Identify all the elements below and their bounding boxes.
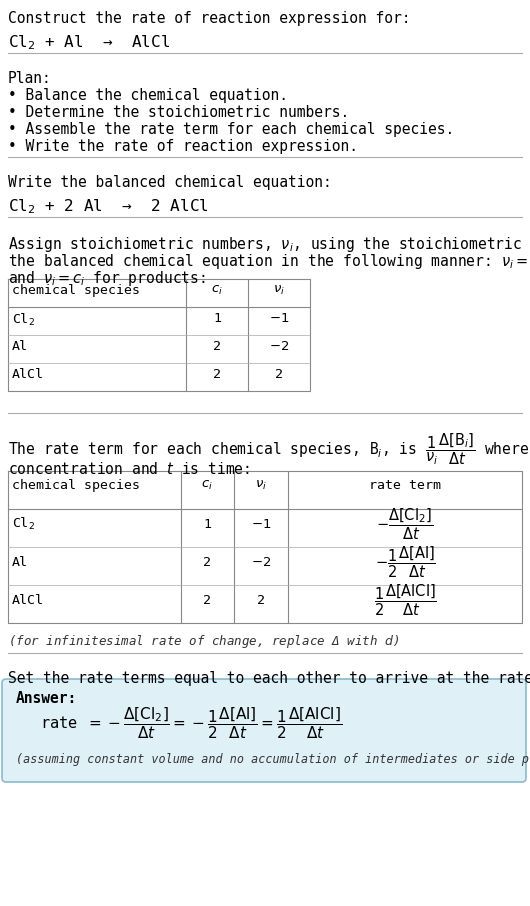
Text: Plan:: Plan: [8, 71, 52, 86]
Text: Assign stoichiometric numbers, $\nu_i$, using the stoichiometric coefficients, $: Assign stoichiometric numbers, $\nu_i$, … [8, 235, 530, 254]
Text: AlCl: AlCl [12, 593, 44, 606]
Text: $c_i$: $c_i$ [201, 479, 213, 492]
Text: 1: 1 [213, 312, 221, 325]
Text: $\nu_i$: $\nu_i$ [255, 479, 267, 492]
Text: Set the rate terms equal to each other to arrive at the rate expression:: Set the rate terms equal to each other t… [8, 671, 530, 686]
Text: and $\nu_i = c_i$ for products:: and $\nu_i = c_i$ for products: [8, 269, 206, 288]
Text: $-1$: $-1$ [269, 312, 289, 325]
Text: • Assemble the rate term for each chemical species.: • Assemble the rate term for each chemic… [8, 122, 454, 137]
Text: rate $= -\dfrac{\Delta[\mathrm{Cl_2}]}{\Delta t} = -\dfrac{1}{2}\dfrac{\Delta[\m: rate $= -\dfrac{\Delta[\mathrm{Cl_2}]}{\… [40, 705, 342, 741]
Text: Cl$_2$ + Al  →  AlCl: Cl$_2$ + Al → AlCl [8, 33, 170, 52]
Text: 2: 2 [213, 340, 221, 353]
Text: 2: 2 [213, 368, 221, 381]
Text: Answer:: Answer: [16, 691, 77, 706]
Text: Cl$_2$: Cl$_2$ [12, 312, 35, 328]
Text: The rate term for each chemical species, B$_i$, is $\dfrac{1}{\nu_i}\dfrac{\Delt: The rate term for each chemical species,… [8, 431, 530, 467]
Text: $-2$: $-2$ [251, 555, 271, 568]
Text: Al: Al [12, 340, 28, 353]
Text: chemical species: chemical species [12, 284, 140, 297]
Text: Al: Al [12, 555, 28, 568]
Text: AlCl: AlCl [12, 368, 44, 381]
Text: 2: 2 [257, 593, 265, 606]
Text: Cl$_2$: Cl$_2$ [12, 516, 35, 532]
Text: • Balance the chemical equation.: • Balance the chemical equation. [8, 88, 288, 103]
Text: concentration and $t$ is time:: concentration and $t$ is time: [8, 461, 250, 477]
Text: chemical species: chemical species [12, 479, 140, 492]
Text: Cl$_2$ + 2 Al  →  2 AlCl: Cl$_2$ + 2 Al → 2 AlCl [8, 197, 209, 216]
Text: 2: 2 [203, 593, 211, 606]
Text: (for infinitesimal rate of change, replace Δ with $d$): (for infinitesimal rate of change, repla… [8, 633, 399, 650]
Text: rate term: rate term [369, 479, 441, 492]
Text: $-\dfrac{1}{2}\dfrac{\Delta[\mathrm{Al}]}{\Delta t}$: $-\dfrac{1}{2}\dfrac{\Delta[\mathrm{Al}]… [375, 545, 436, 580]
Text: $\nu_i$: $\nu_i$ [273, 284, 285, 297]
Text: Write the balanced chemical equation:: Write the balanced chemical equation: [8, 175, 332, 190]
Text: 2: 2 [203, 555, 211, 568]
Text: • Write the rate of reaction expression.: • Write the rate of reaction expression. [8, 139, 358, 154]
Text: $\dfrac{1}{2}\dfrac{\Delta[\mathrm{AlCl}]}{\Delta t}$: $\dfrac{1}{2}\dfrac{\Delta[\mathrm{AlCl}… [374, 583, 436, 618]
Text: • Determine the stoichiometric numbers.: • Determine the stoichiometric numbers. [8, 105, 349, 120]
Text: $-1$: $-1$ [251, 517, 271, 531]
Text: $c_i$: $c_i$ [211, 284, 223, 297]
Text: 2: 2 [275, 368, 283, 381]
Text: (assuming constant volume and no accumulation of intermediates or side products): (assuming constant volume and no accumul… [16, 753, 530, 766]
Text: 1: 1 [203, 517, 211, 531]
Text: $-2$: $-2$ [269, 340, 289, 353]
Text: $-\dfrac{\Delta[\mathrm{Cl_2}]}{\Delta t}$: $-\dfrac{\Delta[\mathrm{Cl_2}]}{\Delta t… [376, 506, 434, 542]
Text: Construct the rate of reaction expression for:: Construct the rate of reaction expressio… [8, 11, 411, 26]
FancyBboxPatch shape [2, 679, 526, 782]
Text: the balanced chemical equation in the following manner: $\nu_i = -c_i$ for react: the balanced chemical equation in the fo… [8, 252, 530, 271]
